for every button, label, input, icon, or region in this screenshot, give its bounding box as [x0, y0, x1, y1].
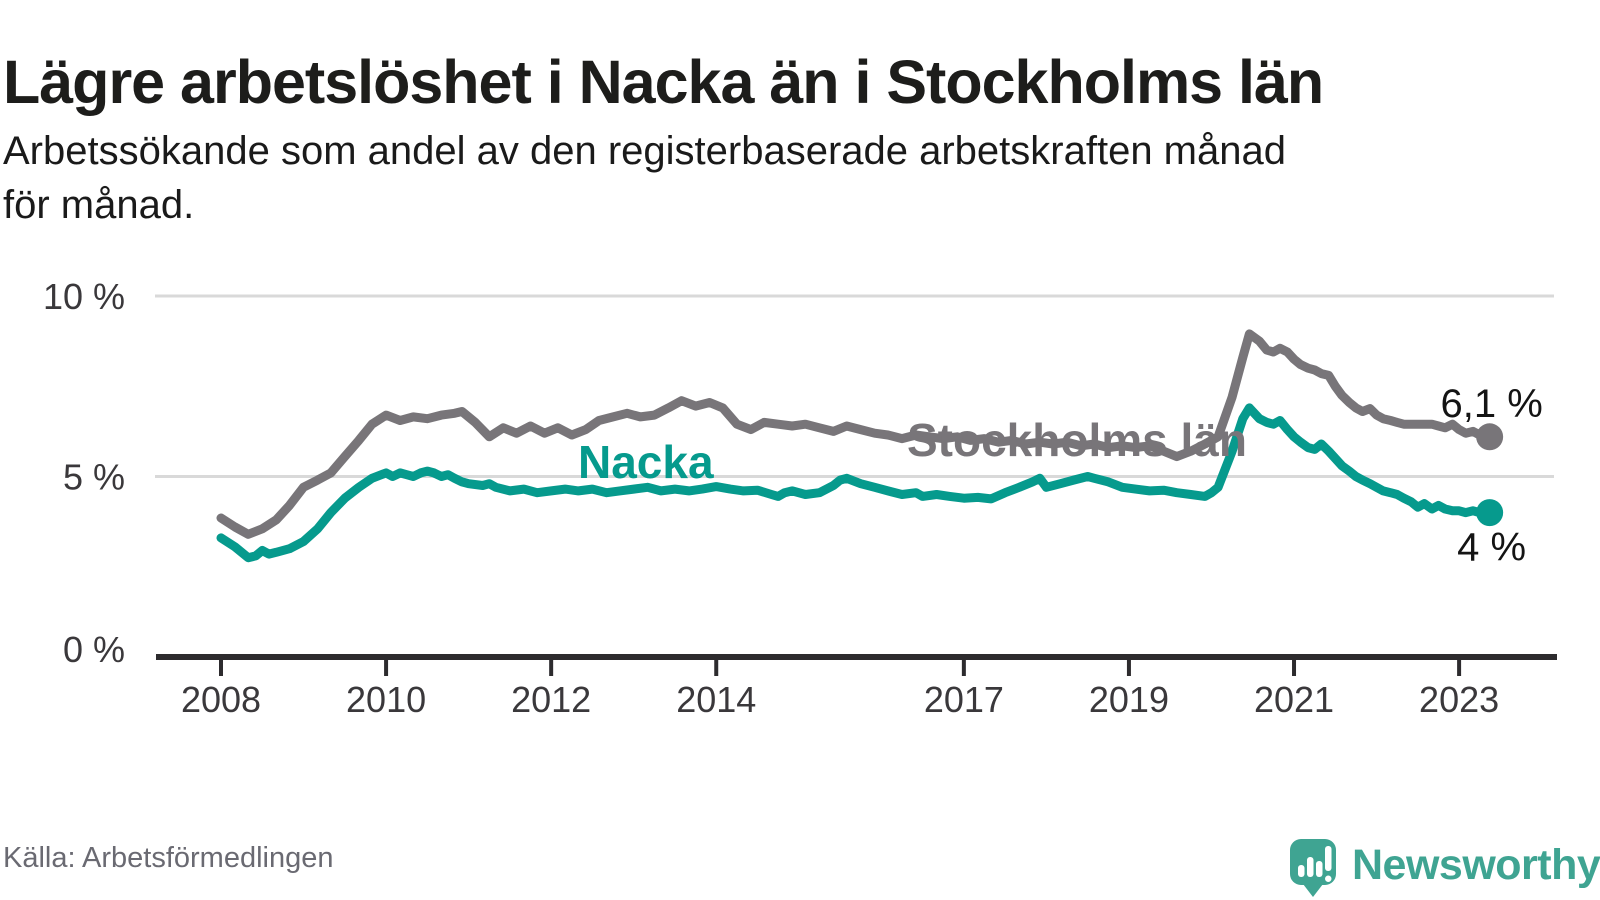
end-value-label-nacka: 4 % [1457, 526, 1526, 570]
end-value-label-stockholms-lan: 6,1 % [1440, 382, 1542, 426]
y-axis-label-5: 5 % [63, 457, 125, 498]
x-axis-label-2010: 2010 [346, 679, 426, 720]
x-axis-label-2008: 2008 [181, 679, 261, 720]
newsworthy-wordmark: Newsworthy [1352, 841, 1600, 889]
x-axis-label-2021: 2021 [1254, 679, 1334, 720]
x-axis-label-2014: 2014 [676, 679, 756, 720]
chart-subtitle: Arbetssökande som andel av den registerb… [3, 129, 1286, 227]
page-title: Lägre arbetslöshet i Nacka än i Stockhol… [3, 47, 1324, 116]
logo-exclamation-dot [1325, 875, 1332, 882]
logo-bar-3 [1316, 861, 1323, 877]
x-axis-label-2023: 2023 [1419, 679, 1499, 720]
logo-bar-1 [1298, 865, 1305, 877]
logo-bubble-tail [1303, 884, 1323, 897]
logo-exclamation-bar [1325, 846, 1332, 871]
x-axis-label-2019: 2019 [1089, 679, 1169, 720]
series-line-nacka [216, 403, 1495, 563]
x-axis-label-2017: 2017 [924, 679, 1004, 720]
y-axis-label-10: 10 % [43, 276, 125, 317]
x-axis-label-2012: 2012 [511, 679, 591, 720]
logo-bar-2 [1307, 857, 1314, 877]
series-end-dot-stockholms-lan [1476, 423, 1504, 451]
newsworthy-logo-icon [1290, 839, 1336, 897]
y-axis-label-0: 0 % [63, 629, 125, 670]
series-end-dot-nacka [1476, 499, 1504, 527]
series-line-stockholms-lan [216, 329, 1495, 539]
series-label-stockholms-lan: Stockholms län [907, 414, 1247, 466]
series-label-nacka: Nacka [578, 436, 714, 488]
source-credit: Källa: Arbetsförmedlingen [3, 842, 334, 874]
